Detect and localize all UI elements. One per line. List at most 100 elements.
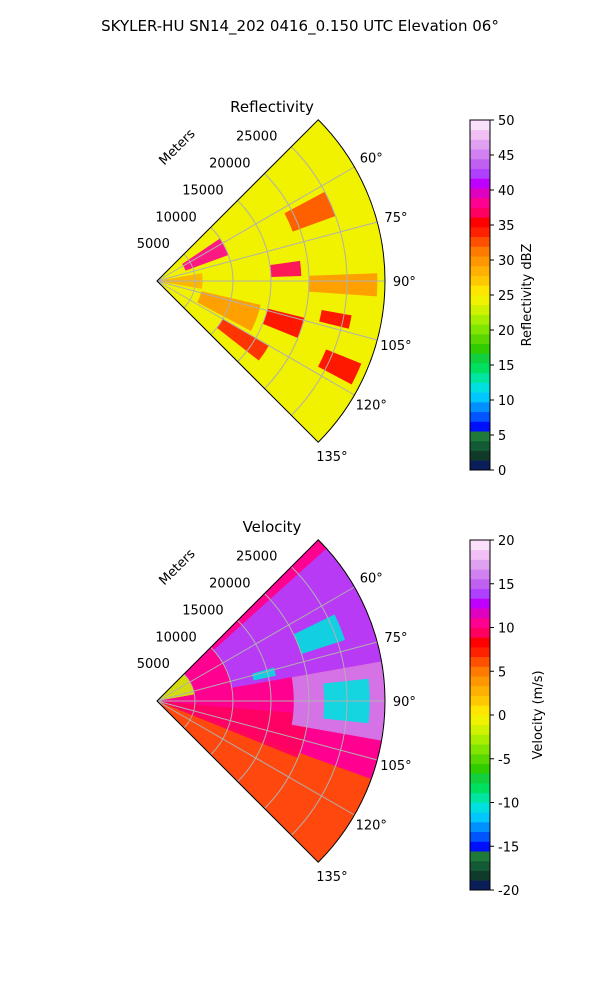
colorbar-swatch	[470, 392, 490, 403]
colorbar-swatch	[470, 783, 490, 794]
colorbar-swatch	[470, 421, 490, 432]
colorbar-tick-label: 25	[498, 289, 515, 304]
angle-spoke	[156, 641, 378, 702]
colorbar-swatch	[470, 353, 490, 364]
colorbar-tick-label: 10	[498, 394, 515, 409]
colorbar-tick-label: 15	[498, 578, 515, 593]
colorbar-swatch	[470, 139, 490, 150]
radial-tick-label: 20000	[209, 157, 250, 172]
angle-tick-label: 60°	[360, 571, 383, 586]
reflectivity-sector: 60° 75° 90° 105° 120° 135° 5000 10000 15000 20000…	[137, 119, 416, 465]
colorbar-swatch	[470, 188, 490, 199]
angle-tick-label: 60°	[360, 151, 383, 166]
colorbar-tick-label: -20	[498, 884, 519, 899]
angle-spoke	[156, 166, 355, 282]
field-region	[293, 614, 345, 655]
reflectivity-title: Reflectivity	[230, 98, 314, 116]
colorbar-swatch	[470, 382, 490, 393]
colorbar-swatch	[470, 860, 490, 871]
radial-tick-label: 25000	[236, 130, 277, 145]
field-region	[308, 273, 378, 297]
colorbar-tick-label: 0	[498, 464, 506, 479]
colorbar-tick-label: 20	[498, 324, 515, 339]
colorbar-swatch	[470, 129, 490, 140]
angle-tick-label: 135°	[316, 870, 347, 885]
colorbar-swatch	[470, 676, 490, 687]
colorbar-swatch	[470, 295, 490, 306]
field-region	[213, 548, 382, 688]
colorbar-swatch	[470, 256, 490, 267]
velocity-colorbar-label: Velocity (m/s)	[531, 670, 546, 759]
angle-tick-label: 105°	[380, 339, 411, 354]
radial-tick-label: 5000	[137, 657, 170, 672]
colorbar-swatch	[470, 178, 490, 189]
colorbar-tick-label: 20	[498, 534, 515, 549]
radial-tick-label: 10000	[155, 210, 196, 225]
colorbar-swatch	[470, 598, 490, 609]
colorbar-tick-label: 40	[498, 184, 515, 199]
colorbar-swatch	[470, 812, 490, 823]
colorbar-swatch	[470, 158, 490, 170]
colorbar-swatch	[470, 734, 490, 745]
angle-spoke	[156, 280, 355, 396]
colorbar-swatch	[470, 802, 490, 813]
angle-spoke	[156, 586, 355, 702]
radial-tick-label: 15000	[182, 183, 223, 198]
velocity-colorbar: -20 -15 -10 -5 0 5 10 15 20	[469, 534, 519, 899]
colorbar-swatch	[470, 207, 490, 218]
colorbar-swatch	[470, 120, 490, 131]
angle-tick-label: 75°	[384, 211, 407, 226]
colorbar-tick-label: 5	[498, 429, 506, 444]
colorbar-swatch	[470, 831, 490, 842]
velocity-radial-label: Meters	[157, 546, 199, 588]
reflectivity-panel: Reflectivity 60° 75° 90° 105° 120° 135° 5000 10…	[137, 98, 535, 479]
colorbar-swatch	[470, 617, 490, 628]
colorbar-swatch	[470, 744, 490, 755]
colorbar-swatch	[470, 870, 490, 881]
angle-spoke	[156, 700, 378, 761]
colorbar-swatch	[470, 705, 490, 716]
colorbar-swatch	[470, 246, 490, 257]
colorbar-swatch	[470, 627, 490, 638]
colorbar-swatch	[470, 440, 490, 451]
colorbar-swatch	[470, 588, 490, 599]
colorbar-swatch	[470, 304, 490, 315]
radial-tick-label: 20000	[209, 577, 250, 592]
field-region	[319, 310, 352, 329]
velocity-title: Velocity	[243, 518, 302, 536]
figure-suptitle: SKYLER-HU SN14_202 0416_0.150 UTC Elevat…	[101, 17, 499, 36]
sector-outline	[156, 119, 386, 443]
angle-tick-label: 105°	[380, 759, 411, 774]
velocity-sector: 60° 75° 90° 105° 120° 135° 5000 10000 15000 20000…	[137, 539, 416, 885]
colorbar-swatch	[470, 792, 490, 803]
colorbar-swatch	[470, 695, 490, 706]
colorbar-swatch	[470, 841, 490, 852]
colorbar-tick-label: 45	[498, 149, 515, 164]
radial-tick-label: 15000	[182, 603, 223, 618]
reflectivity-colorbar-label: Reflectivity dBZ	[520, 244, 535, 347]
colorbar-swatch	[470, 333, 490, 345]
radial-tick-label: 25000	[236, 550, 277, 565]
field-region	[197, 291, 261, 331]
colorbar-swatch	[470, 666, 490, 677]
colorbar-swatch	[470, 217, 490, 228]
angle-tick-label: 120°	[356, 819, 387, 834]
colorbar-swatch	[470, 314, 490, 325]
colorbar-tick-label: -5	[498, 753, 511, 768]
colorbar-swatch	[470, 372, 490, 383]
colorbar-swatch	[470, 168, 490, 179]
colorbar-swatch	[470, 275, 490, 286]
colorbar-tick-label: 35	[498, 219, 515, 234]
colorbar-swatch	[470, 324, 490, 335]
angle-tick-label: 120°	[356, 399, 387, 414]
colorbar-swatch	[470, 226, 490, 238]
velocity-panel: Velocity 60° 75° 90° 105° 120° 135° 5000 10000 1…	[137, 518, 546, 899]
angle-tick-label: 90°	[393, 275, 416, 290]
colorbar-tick-label: 10	[498, 622, 515, 637]
angle-tick-label: 75°	[384, 631, 407, 646]
colorbar-swatch	[470, 851, 490, 862]
field-region	[318, 349, 362, 385]
colorbar-swatch	[470, 450, 490, 461]
colorbar-swatch	[470, 569, 490, 580]
field-region	[269, 260, 302, 278]
